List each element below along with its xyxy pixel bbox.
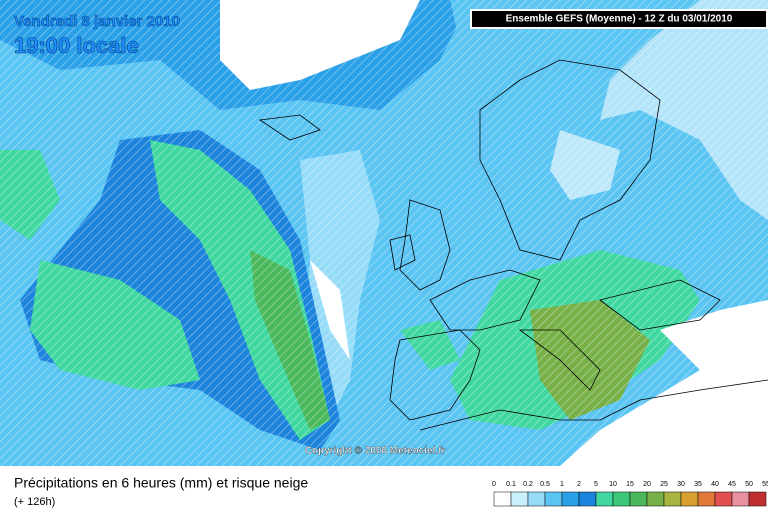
footer-title: Précipitations en 6 heures (mm) et risqu…: [14, 475, 308, 491]
legend-level: 0.2: [523, 481, 533, 488]
color-swatch: [544, 491, 563, 507]
legend-level: 45: [728, 481, 736, 488]
model-box-inner: [472, 11, 766, 27]
time-label: 19:00 locale: [14, 33, 139, 58]
coastlines: [258, 59, 768, 431]
legend-level: 25: [660, 481, 668, 488]
color-swatch: [629, 491, 648, 507]
legend-level: 15: [626, 481, 634, 488]
legend-level: 50: [745, 481, 753, 488]
date-label: Vendredi 8 janvier 2010: [14, 13, 180, 30]
color-swatch: [561, 491, 580, 507]
legend-level: 35: [694, 481, 702, 488]
color-swatch: [510, 491, 529, 507]
color-swatch: [714, 491, 733, 507]
copyright: Copyright © 2008 Meteociel.fr: [305, 446, 446, 457]
legend-level: 1: [560, 481, 564, 488]
legend-level: 30: [677, 481, 685, 488]
color-swatch: [612, 491, 631, 507]
legend-level: 20: [643, 481, 651, 488]
color-swatch: [595, 491, 614, 507]
color-swatch: [663, 491, 682, 507]
color-swatch: [646, 491, 665, 507]
legend-level: 55: [762, 481, 768, 488]
color-swatch: [748, 491, 767, 507]
color-swatch: [731, 491, 750, 507]
legend-level: 10: [609, 481, 617, 488]
legend-level: 2: [577, 481, 581, 488]
legend-level: 0: [492, 481, 496, 488]
legend-level: 0.5: [540, 481, 550, 488]
footer-lead: (+ 126h): [14, 496, 55, 508]
legend-level: 0.1: [506, 481, 516, 488]
color-swatch: [578, 491, 597, 507]
model-label: Ensemble GEFS (Moyenne) - 12 Z du 03/01/…: [506, 14, 733, 25]
land-no-precip: [220, 0, 768, 466]
color-swatch: [493, 491, 512, 507]
color-swatch: [527, 491, 546, 507]
color-swatch: [680, 491, 699, 507]
legend-level: 5: [594, 481, 598, 488]
legend-level: 40: [711, 481, 719, 488]
color-swatch: [697, 491, 716, 507]
color-legend: 0 0.1 0.2 0.5 1 2 5 10 15 20 25 30 35 40 45 50 55: [492, 481, 768, 507]
